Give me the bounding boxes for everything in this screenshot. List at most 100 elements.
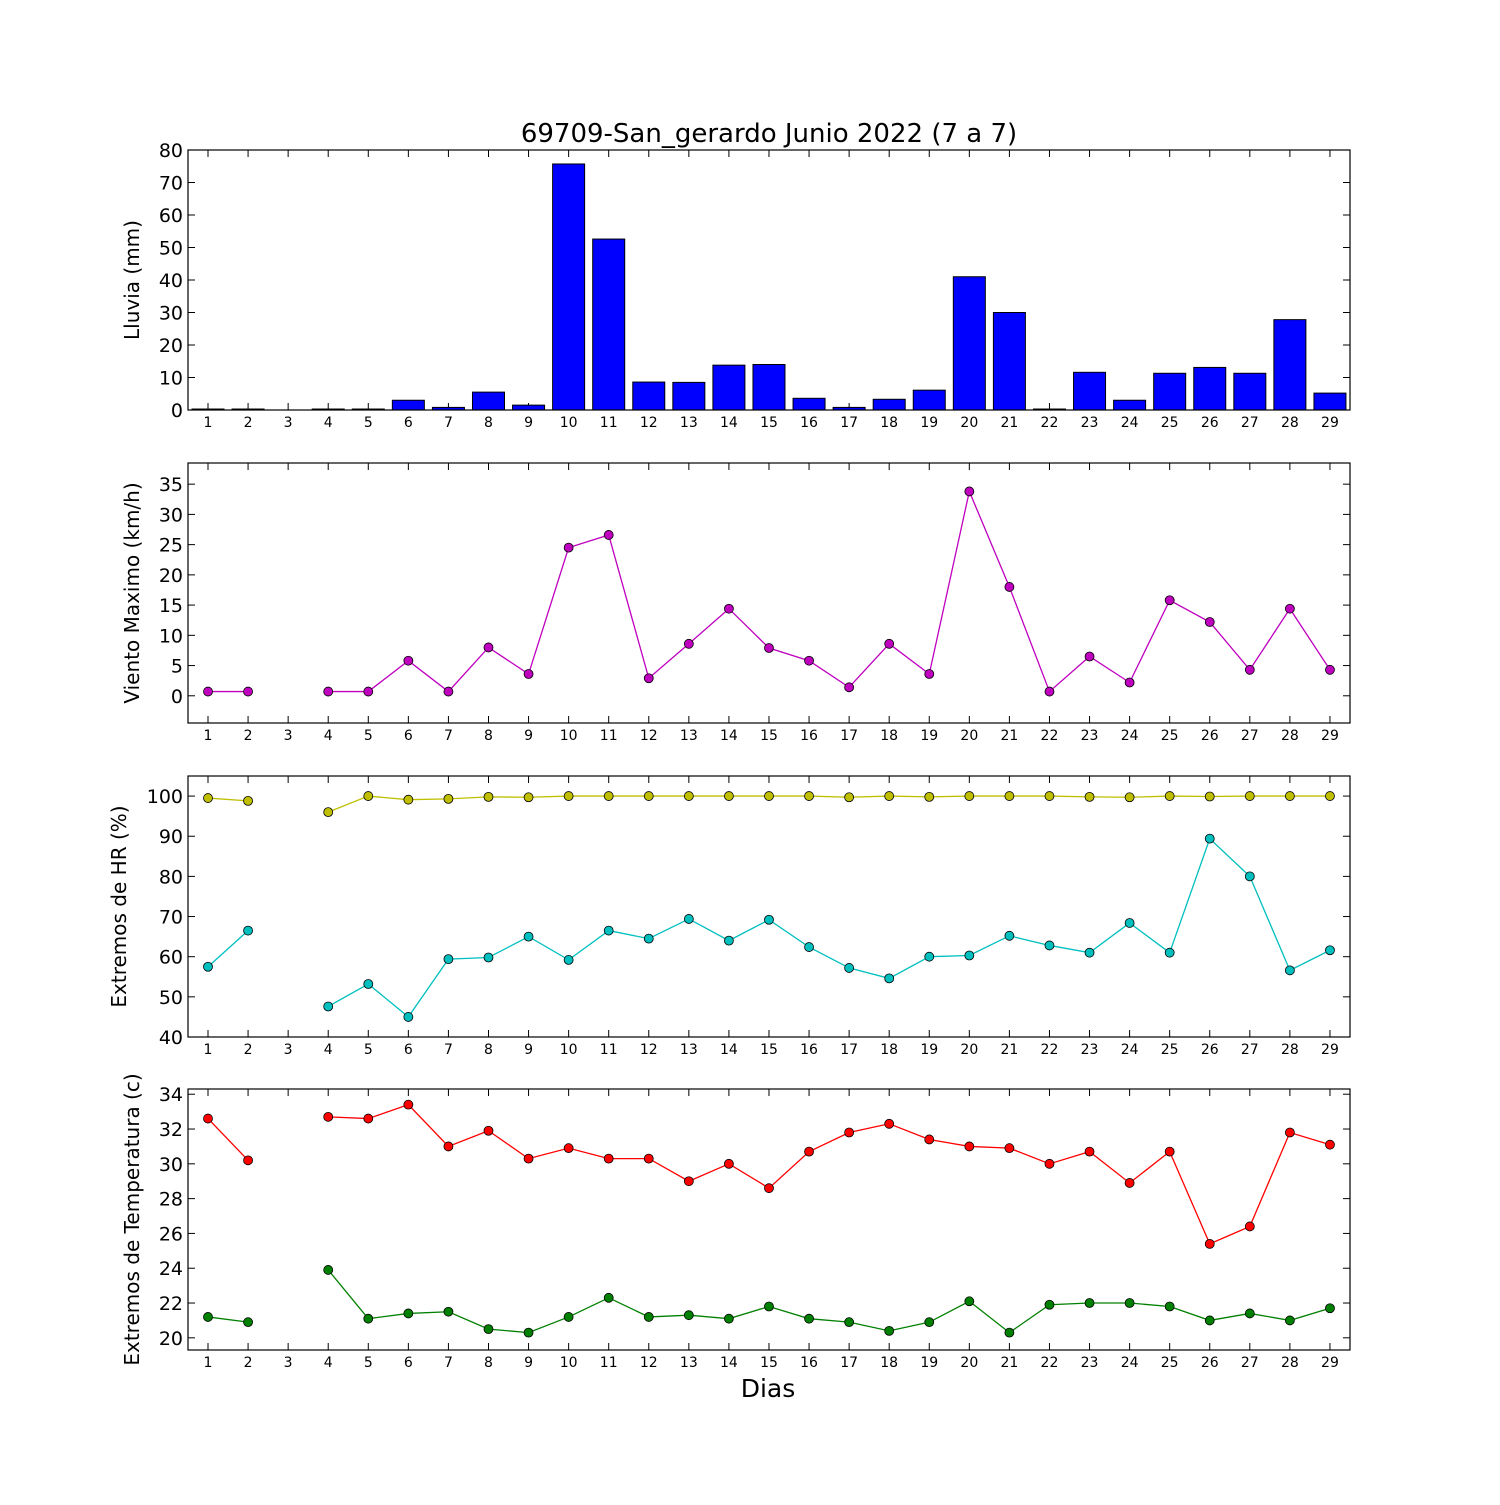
x-tick-label: 1 — [204, 1355, 213, 1371]
y-tick-label: 40 — [159, 1027, 183, 1049]
data-point — [243, 1155, 253, 1166]
data-point — [643, 1312, 654, 1322]
data-point — [764, 1183, 774, 1194]
x-tick-label: 21 — [1000, 1355, 1018, 1371]
bar — [1073, 371, 1107, 411]
y-axis-label: Lluvia (mm) — [120, 220, 144, 340]
data-point — [1124, 1298, 1135, 1308]
data-point — [603, 925, 614, 936]
x-tick-label: 12 — [640, 728, 658, 744]
x-tick-label: 15 — [760, 1042, 778, 1058]
data-point — [483, 952, 494, 963]
data-point — [563, 955, 574, 965]
data-point — [1004, 1327, 1015, 1338]
y-tick-label: 50 — [159, 987, 183, 1009]
data-point — [764, 1301, 774, 1312]
x-tick-label: 12 — [640, 1042, 658, 1058]
data-point — [1124, 1178, 1135, 1188]
data-point — [363, 1113, 374, 1124]
data-point — [403, 1308, 414, 1319]
x-tick-label: 14 — [720, 415, 738, 431]
data-point — [1244, 1308, 1255, 1319]
data-point — [1004, 791, 1015, 801]
data-point — [323, 686, 334, 697]
y-tick-label: 25 — [159, 535, 183, 557]
series-line — [207, 797, 249, 802]
data-point — [1124, 792, 1135, 803]
bar — [912, 389, 946, 411]
data-point — [1244, 871, 1255, 882]
data-point — [1204, 617, 1215, 627]
x-tick-label: 17 — [840, 1042, 858, 1058]
y-tick-label: 22 — [159, 1293, 183, 1315]
data-point — [243, 686, 253, 697]
x-tick-label: 28 — [1281, 1042, 1299, 1058]
y-tick-label: 24 — [159, 1258, 183, 1280]
data-point — [323, 1265, 334, 1275]
y-tick-label: 15 — [159, 595, 183, 617]
x-tick-label: 12 — [640, 415, 658, 431]
y-tick-label: 0 — [171, 400, 183, 422]
data-point — [683, 791, 694, 801]
data-point — [1204, 1315, 1215, 1326]
x-tick-label: 8 — [484, 1355, 493, 1371]
x-tick-label: 28 — [1281, 415, 1299, 431]
x-tick-label: 5 — [364, 1042, 373, 1058]
data-point — [403, 794, 414, 805]
data-point — [1164, 1146, 1175, 1157]
data-point — [804, 655, 814, 666]
x-tick-label: 11 — [600, 728, 618, 744]
x-tick-label: 23 — [1081, 415, 1099, 431]
x-tick-label: 6 — [404, 728, 413, 744]
data-point — [403, 1012, 414, 1022]
data-point — [724, 935, 734, 946]
data-point — [1044, 686, 1055, 697]
x-tick-label: 8 — [484, 728, 493, 744]
data-point — [1084, 1298, 1095, 1308]
data-point — [884, 1118, 895, 1129]
data-point — [1164, 791, 1175, 801]
data-point — [323, 807, 334, 818]
chart-title: 69709-San_gerardo Junio 2022 (7 a 7) — [521, 119, 1017, 149]
x-tick-label: 21 — [1000, 415, 1018, 431]
x-tick-label: 8 — [484, 1042, 493, 1058]
bar — [992, 312, 1026, 411]
y-tick-label: 90 — [159, 826, 183, 848]
bar — [1193, 366, 1227, 411]
y-axis-label: Extremos de HR (%) — [107, 805, 131, 1007]
x-tick-label: 19 — [920, 1355, 938, 1371]
data-point — [1284, 1315, 1295, 1326]
data-point — [924, 1317, 935, 1328]
data-point — [724, 603, 734, 614]
data-point — [924, 1134, 935, 1145]
data-point — [964, 1296, 975, 1307]
x-tick-label: 16 — [800, 1042, 818, 1058]
x-tick-label: 3 — [284, 1355, 293, 1371]
x-tick-label: 26 — [1201, 1355, 1219, 1371]
plot-frame — [187, 149, 1351, 411]
x-tick-label: 16 — [800, 415, 818, 431]
x-tick-label: 9 — [524, 1355, 533, 1371]
data-point — [1004, 1143, 1015, 1154]
data-point — [1084, 791, 1095, 802]
x-tick-label: 10 — [560, 415, 578, 431]
y-tick-label: 80 — [159, 866, 183, 888]
x-tick-label: 13 — [680, 1042, 698, 1058]
data-point — [483, 791, 494, 802]
data-point — [1325, 791, 1335, 801]
x-tick-label: 8 — [484, 415, 493, 431]
y-tick-label: 40 — [159, 270, 183, 292]
x-tick-label: 27 — [1241, 415, 1259, 431]
x-tick-label: 20 — [960, 1355, 978, 1371]
x-tick-label: 11 — [600, 415, 618, 431]
data-point — [924, 791, 935, 802]
bar — [672, 381, 706, 411]
x-tick-label: 7 — [444, 728, 453, 744]
x-tick-label: 29 — [1321, 415, 1339, 431]
data-point — [443, 686, 454, 697]
data-point — [603, 791, 614, 801]
bar — [1313, 392, 1347, 411]
bar — [712, 364, 746, 411]
